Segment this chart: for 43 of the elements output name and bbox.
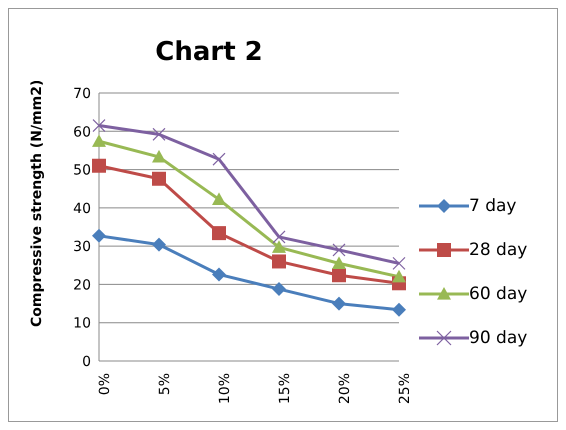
point	[212, 267, 226, 282]
point	[332, 256, 346, 269]
legend-label: 7 day	[469, 196, 516, 216]
point	[152, 172, 166, 186]
y-tick-label: 40	[73, 200, 91, 217]
y-tick-label: 30	[73, 239, 91, 256]
point	[212, 152, 226, 166]
y-tick-label: 20	[73, 277, 91, 294]
point	[392, 256, 406, 270]
legend-label: 60 day	[469, 284, 528, 304]
x-tick-label: 20%	[336, 373, 353, 404]
point	[92, 134, 106, 147]
point	[212, 226, 226, 240]
point	[272, 230, 286, 244]
y-tick-label: 0	[82, 354, 91, 370]
x-tick-label: 25%	[396, 373, 413, 404]
y-tick-label: 70	[73, 86, 91, 102]
point	[212, 192, 226, 206]
point	[332, 243, 346, 257]
point	[272, 282, 286, 296]
legend-label: 90 day	[469, 328, 528, 348]
point	[392, 302, 406, 317]
x-tick-label: 15%	[276, 373, 293, 404]
point	[152, 238, 166, 252]
point	[332, 268, 346, 282]
point	[272, 240, 286, 253]
point	[272, 254, 286, 268]
point	[92, 158, 106, 173]
legend-label: 28 day	[469, 240, 528, 260]
point	[152, 150, 166, 163]
y-tick-label: 10	[73, 316, 91, 332]
y-axis-title: Compressive strength (N/mm2)	[28, 80, 45, 327]
point	[92, 118, 106, 132]
point	[92, 228, 106, 243]
point	[332, 296, 346, 311]
x-tick-label: 0%	[96, 373, 113, 396]
x-tick-label: 5%	[156, 373, 173, 396]
point	[152, 128, 166, 141]
x-tick-label: 10%	[216, 373, 233, 404]
y-tick-label: 60	[73, 124, 91, 140]
y-tick-label: 50	[73, 162, 91, 179]
point	[392, 270, 406, 282]
chart-title: Chart 2	[154, 37, 264, 67]
